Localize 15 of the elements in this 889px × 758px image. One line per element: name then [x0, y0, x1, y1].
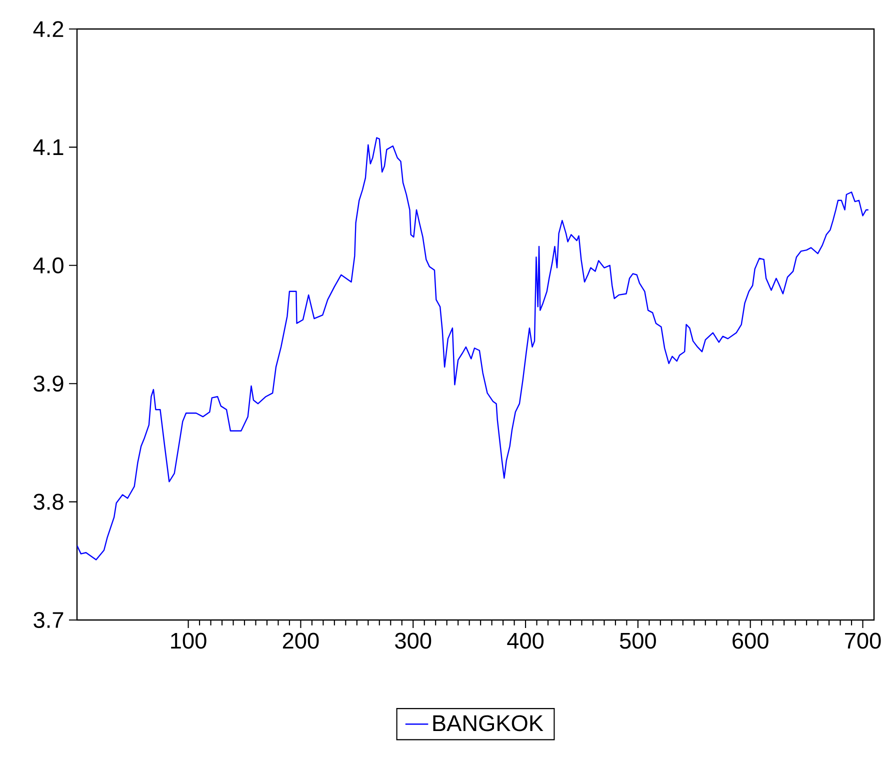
x-tick-label: 400 [507, 632, 544, 649]
y-tick-label: 4.0 [33, 257, 64, 274]
x-tick-label: 500 [620, 632, 656, 649]
legend-label: BANGKOK [433, 715, 544, 732]
y-tick-label: 4.2 [33, 21, 64, 37]
x-tick-label: 300 [395, 632, 432, 649]
line-series [77, 137, 869, 560]
x-tick-label: 600 [732, 632, 768, 649]
x-tick-label: 100 [171, 632, 206, 649]
y-tick-label: 3.8 [34, 494, 64, 510]
y-tick-label: 4.1 [33, 139, 64, 155]
y-tick-label: 3.7 [34, 612, 64, 628]
x-tick-label: 700 [845, 632, 881, 649]
y-tick-label: 3.9 [34, 376, 64, 392]
x-tick-label: 200 [282, 632, 319, 649]
